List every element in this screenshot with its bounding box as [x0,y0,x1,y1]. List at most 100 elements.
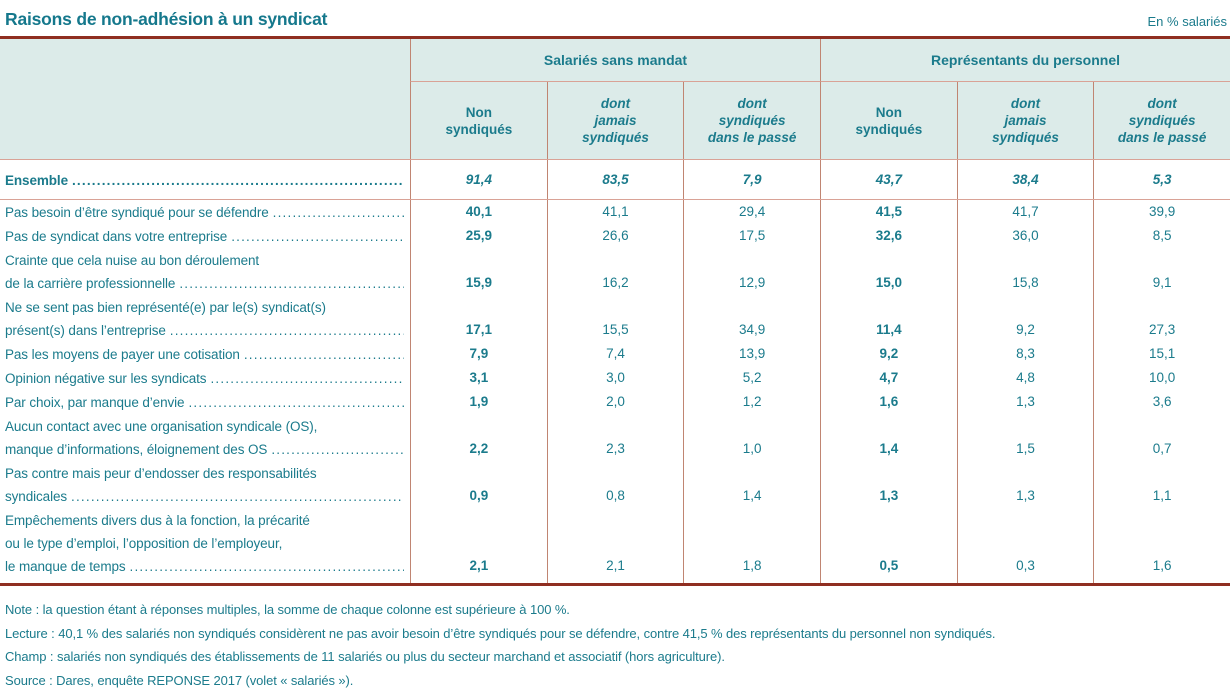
cell-value: 16,2 [547,248,684,295]
row-label: Empêchements divers dus à la fonction, l… [0,508,410,583]
dot-leader [130,555,404,578]
cell-value: 15,0 [820,248,957,295]
row-label: Pas contre mais peur d’endosser des resp… [0,461,410,508]
column-header-line: syndiqués [992,129,1059,146]
cell-value: 39,9 [1093,200,1230,224]
table-row: Crainte que cela nuise au bon déroulemen… [0,248,1230,295]
cell-value: 26,6 [547,224,684,248]
page-title: Raisons de non-adhésion à un syndicat [5,9,327,30]
source-line: Source : Dares, enquête REPONSE 2017 (vo… [5,669,1226,692]
cell-value: 0,9 [410,461,547,508]
cell-value: 29,4 [683,200,820,224]
cell-value: 2,2 [410,414,547,461]
row-label-text: Ne se sent pas bien représenté(e) par le… [5,296,326,319]
row-label-text: manque d’informations, éloignement des O… [5,438,267,461]
cell-value: 7,4 [547,342,684,366]
cell-value: 2,0 [547,390,684,414]
column-header-line: dont [1148,95,1177,112]
table-row: Pas besoin d’être syndiqué pour se défen… [0,200,1230,224]
table-row: Empêchements divers dus à la fonction, l… [0,508,1230,583]
table-row: Opinion négative sur les syndicats 3,1 3… [0,366,1230,390]
row-label-text: ou le type d’emploi, l’opposition de l’e… [5,532,282,555]
cell-value: 1,6 [1093,508,1230,583]
cell-value: 36,0 [957,224,1094,248]
row-label: Aucun contact avec une organisation synd… [0,414,410,461]
dot-leader [179,272,404,295]
cell-value: 10,0 [1093,366,1230,390]
cell-value: 2,1 [410,508,547,583]
dot-leader [71,485,404,508]
table-row: Pas contre mais peur d’endosser des resp… [0,461,1230,508]
table-row-ensemble: Ensemble 91,4 83,5 7,9 43,7 38,4 5,3 [0,160,1230,200]
cell-value: 15,9 [410,248,547,295]
cell-value: 41,1 [547,200,684,224]
cell-value: 40,1 [410,200,547,224]
dot-leader [188,391,404,414]
column-header-line: syndiqués [855,121,922,138]
column-header-syndiques-passe-1: dont syndiqués dans le passé [683,82,820,159]
row-label: Opinion négative sur les syndicats [0,366,410,390]
cell-value: 1,2 [683,390,820,414]
column-header-line: syndiqués [445,121,512,138]
cell-value: 41,5 [820,200,957,224]
group-header-representants: Représentants du personnel [820,39,1230,82]
column-header-non-syndiques-2: Non syndiqués [820,82,957,159]
cell-value: 12,9 [683,248,820,295]
cell-value: 11,4 [820,295,957,342]
cell-value: 7,9 [683,160,820,199]
cell-value: 43,7 [820,160,957,199]
cell-value: 5,2 [683,366,820,390]
column-header-non-syndiques-1: Non syndiqués [410,82,547,159]
title-bar: Raisons de non-adhésion à un syndicat En… [0,0,1230,36]
lecture-line: Lecture : 40,1 % des salariés non syndiq… [5,622,1226,646]
cell-value: 1,3 [820,461,957,508]
cell-value: 8,5 [1093,224,1230,248]
cell-value: 0,7 [1093,414,1230,461]
cell-value: 0,8 [547,461,684,508]
row-label-text: présent(s) dans l’entreprise [5,319,166,342]
dot-leader [210,367,404,390]
table-row: Pas de syndicat dans votre entreprise 25… [0,224,1230,248]
dot-leader [72,169,404,192]
cell-value: 41,7 [957,200,1094,224]
cell-value: 9,1 [1093,248,1230,295]
row-label-text: Pas de syndicat dans votre entreprise [5,225,227,248]
row-label-text: Empêchements divers dus à la fonction, l… [5,509,310,532]
column-header-line: jamais [594,112,636,129]
column-header-line: Non [466,104,492,121]
dot-leader [244,343,404,366]
column-header-line: dont [1011,95,1040,112]
row-label-text: Pas besoin d’être syndiqué pour se défen… [5,201,269,224]
cell-value: 4,8 [957,366,1094,390]
row-label-text: Pas les moyens de payer une cotisation [5,343,240,366]
row-label-text: de la carrière professionnelle [5,272,175,295]
column-header-jamais-syndiques-1: dont jamais syndiqués [547,82,684,159]
table-header: Salariés sans mandat Représentants du pe… [0,39,1230,160]
group-header-salaries-sans-mandat: Salariés sans mandat [410,39,820,82]
column-header-line: dans le passé [1118,129,1207,146]
cell-value: 83,5 [547,160,684,199]
column-header-line: syndiqués [719,112,786,129]
cell-value: 1,1 [1093,461,1230,508]
cell-value: 8,3 [957,342,1094,366]
cell-value: 1,4 [683,461,820,508]
dot-leader [170,319,404,342]
note-line: Note : la question étant à réponses mult… [5,598,1226,622]
column-header-line: syndiqués [1129,112,1196,129]
cell-value: 1,9 [410,390,547,414]
cell-value: 2,3 [547,414,684,461]
cell-value: 34,9 [683,295,820,342]
row-label-text: Opinion négative sur les syndicats [5,367,206,390]
cell-value: 0,3 [957,508,1094,583]
cell-value: 9,2 [820,342,957,366]
cell-value: 3,1 [410,366,547,390]
row-label-text: Aucun contact avec une organisation synd… [5,415,317,438]
row-label: Ne se sent pas bien représenté(e) par le… [0,295,410,342]
table-row: Par choix, par manque d’envie 1,9 2,0 1,… [0,390,1230,414]
row-label-text: Par choix, par manque d’envie [5,391,184,414]
champ-line: Champ : salariés non syndiqués des établ… [5,645,1226,669]
row-label-text: le manque de temps [5,555,126,578]
column-header-line: jamais [1004,112,1046,129]
row-label: Pas besoin d’être syndiqué pour se défen… [0,200,410,224]
corner-cell [0,39,410,159]
